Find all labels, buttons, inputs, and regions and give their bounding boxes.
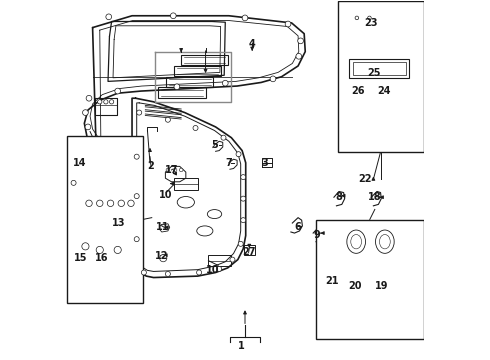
Circle shape	[109, 100, 114, 104]
Circle shape	[82, 243, 89, 250]
Circle shape	[270, 76, 276, 82]
Text: 17: 17	[165, 165, 178, 175]
Circle shape	[141, 270, 147, 275]
Bar	[166, 77, 214, 87]
Circle shape	[134, 154, 139, 159]
Circle shape	[104, 100, 108, 104]
Text: 12: 12	[155, 251, 169, 261]
Ellipse shape	[347, 230, 366, 253]
Circle shape	[171, 13, 176, 19]
Bar	[174, 178, 197, 190]
Circle shape	[166, 168, 170, 172]
Circle shape	[86, 95, 92, 101]
Text: 23: 23	[365, 18, 378, 28]
Text: 2: 2	[147, 161, 154, 171]
Text: 9: 9	[313, 230, 320, 239]
Circle shape	[166, 117, 171, 122]
Circle shape	[196, 270, 201, 275]
Circle shape	[242, 15, 248, 21]
Circle shape	[114, 246, 122, 253]
Bar	[158, 87, 206, 98]
Bar	[68, 136, 143, 303]
Circle shape	[241, 196, 245, 201]
Text: 7: 7	[225, 158, 232, 168]
Circle shape	[236, 152, 241, 157]
Circle shape	[82, 110, 88, 116]
Text: 1: 1	[238, 341, 245, 351]
Circle shape	[96, 246, 103, 253]
Text: 15: 15	[74, 253, 88, 263]
Circle shape	[134, 237, 139, 242]
Text: 24: 24	[377, 86, 391, 96]
Circle shape	[97, 200, 103, 207]
Circle shape	[166, 271, 171, 276]
Text: 18: 18	[368, 192, 382, 202]
Text: 10: 10	[159, 190, 173, 200]
Circle shape	[298, 38, 303, 44]
Text: 16: 16	[95, 253, 108, 263]
Text: 5: 5	[211, 140, 218, 150]
Ellipse shape	[351, 234, 362, 249]
Circle shape	[137, 110, 142, 115]
Circle shape	[106, 14, 112, 20]
Ellipse shape	[197, 226, 213, 236]
Circle shape	[368, 16, 371, 20]
Text: 26: 26	[351, 86, 365, 96]
Text: 20: 20	[349, 281, 362, 291]
Text: 27: 27	[242, 247, 255, 257]
Text: 11: 11	[156, 222, 169, 232]
Circle shape	[174, 84, 180, 90]
Ellipse shape	[177, 197, 195, 208]
Bar	[349, 59, 409, 78]
Text: 25: 25	[368, 68, 381, 78]
Ellipse shape	[379, 234, 390, 249]
Bar	[174, 66, 220, 76]
Circle shape	[71, 180, 76, 185]
Circle shape	[285, 21, 291, 27]
Circle shape	[179, 168, 183, 172]
Bar	[353, 62, 406, 75]
Circle shape	[86, 200, 92, 207]
Text: 21: 21	[325, 276, 339, 286]
Circle shape	[230, 257, 235, 262]
Circle shape	[193, 126, 198, 131]
Text: 19: 19	[375, 281, 389, 291]
Text: 6: 6	[294, 222, 301, 232]
Bar	[245, 245, 255, 255]
Circle shape	[221, 135, 226, 140]
Text: 8: 8	[336, 192, 343, 202]
Text: 22: 22	[358, 174, 372, 184]
Circle shape	[160, 255, 167, 262]
Ellipse shape	[207, 210, 221, 219]
Text: 3: 3	[261, 158, 268, 168]
Circle shape	[128, 200, 134, 207]
Circle shape	[296, 53, 302, 59]
Circle shape	[355, 16, 359, 20]
Circle shape	[107, 200, 114, 207]
Circle shape	[115, 88, 121, 94]
Text: 14: 14	[74, 158, 87, 168]
Circle shape	[222, 80, 228, 86]
Text: 4: 4	[249, 39, 256, 49]
Circle shape	[98, 100, 102, 104]
Circle shape	[241, 175, 245, 180]
Bar	[338, 1, 423, 152]
Circle shape	[241, 218, 245, 223]
Ellipse shape	[375, 230, 394, 253]
Text: 10: 10	[206, 265, 220, 275]
Circle shape	[118, 200, 124, 207]
Bar	[316, 220, 423, 338]
Bar	[208, 255, 231, 266]
Circle shape	[217, 266, 221, 271]
Circle shape	[134, 194, 139, 199]
Text: 13: 13	[112, 218, 125, 228]
Bar	[181, 55, 228, 65]
Circle shape	[173, 168, 177, 172]
Circle shape	[238, 241, 243, 246]
Circle shape	[85, 124, 91, 130]
